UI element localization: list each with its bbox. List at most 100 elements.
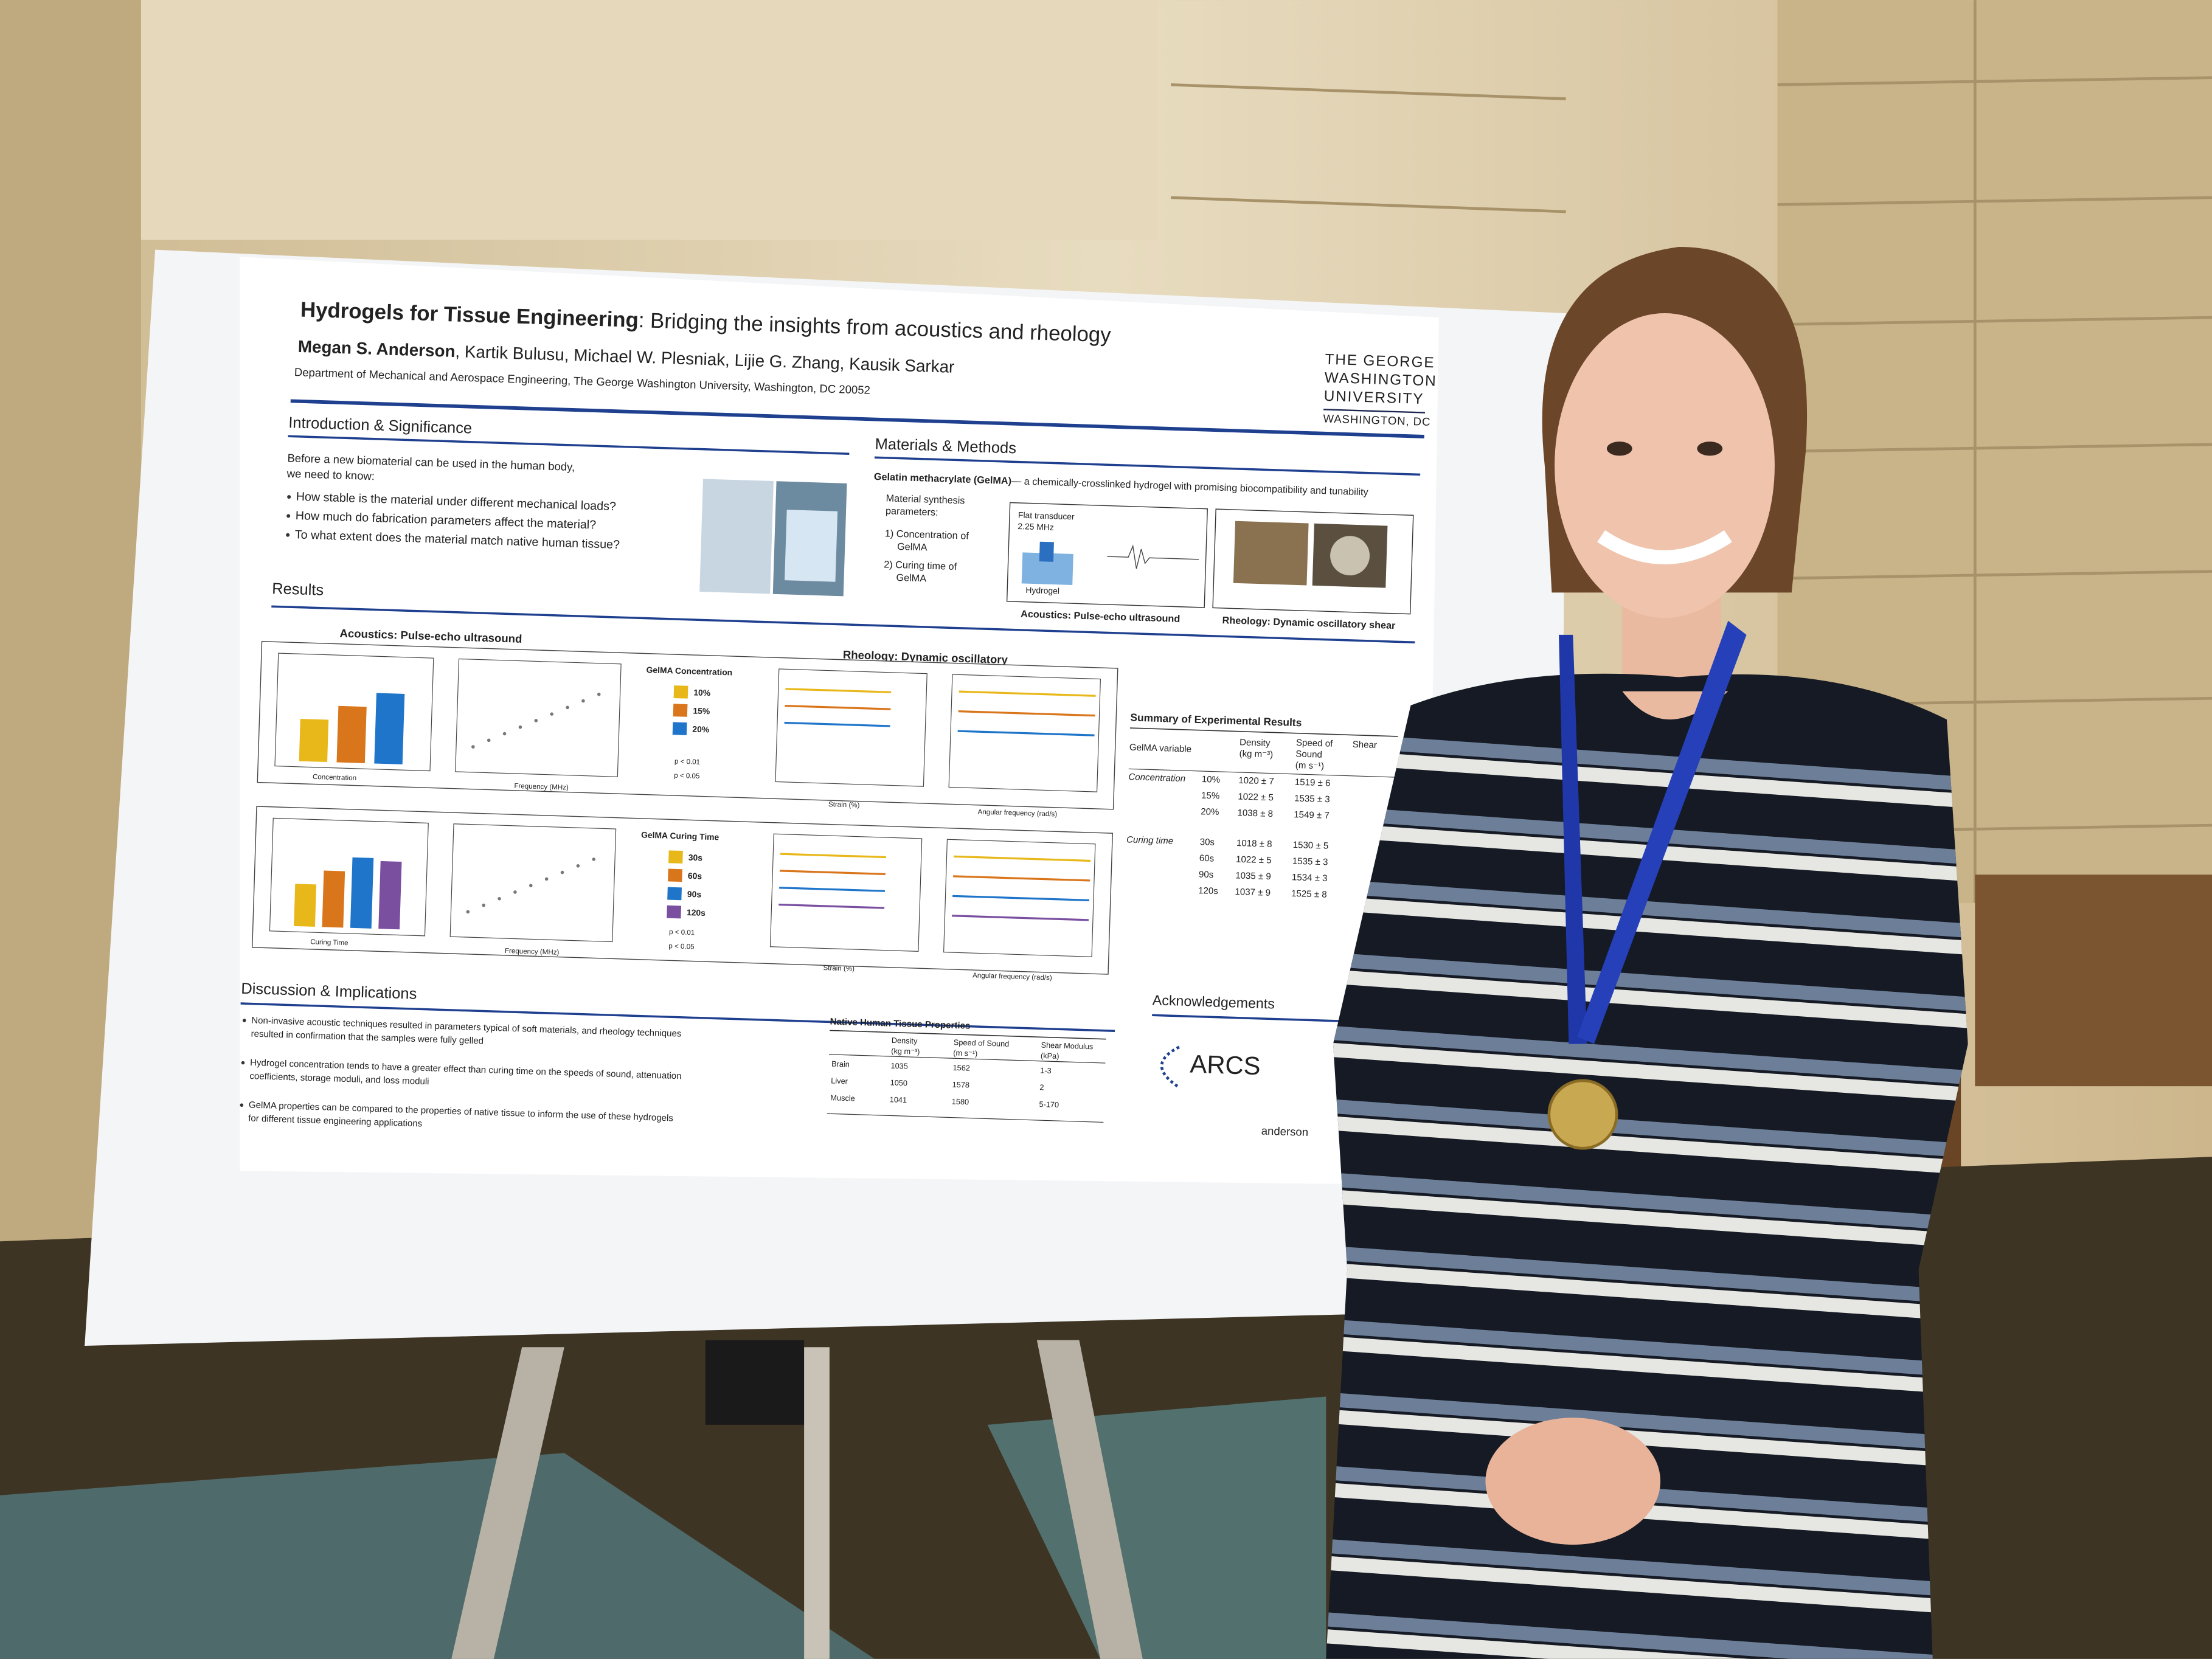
- medal: [1547, 1079, 1618, 1150]
- joint: [1777, 316, 2212, 326]
- easel-clamp: [705, 1340, 805, 1425]
- plot-point: [597, 692, 601, 696]
- methods-text: GelMA: [897, 541, 927, 553]
- curve: [779, 887, 886, 892]
- significance-label: p < 0.05: [674, 772, 700, 780]
- legend-swatch: [668, 850, 683, 864]
- arcs-logo: ARCS: [1190, 1050, 1261, 1081]
- plot-point: [487, 738, 491, 743]
- legend-label: 90s: [687, 889, 702, 899]
- stripe-white: [1326, 1554, 1968, 1616]
- plot-frame: [769, 833, 923, 952]
- table-cell: 90s: [1199, 869, 1214, 880]
- stone-joints: [1171, 0, 2212, 903]
- significance-label: p < 0.01: [674, 758, 701, 766]
- stripe-white: [1326, 895, 1968, 957]
- curve: [953, 875, 1090, 882]
- table-cell: 1580: [952, 1096, 969, 1106]
- bar: [294, 884, 317, 927]
- legend-title: GelMA Concentration: [646, 665, 732, 677]
- section-rule: [240, 1002, 1115, 1032]
- curve: [779, 870, 886, 875]
- table-cell: 15%: [1201, 791, 1220, 802]
- table-group: Curing time: [1126, 834, 1174, 846]
- axis-label: Angular frequency (rad/s): [973, 972, 1052, 982]
- stripe-white: [1326, 1041, 1968, 1103]
- bullet: [287, 495, 291, 499]
- plot-point: [498, 896, 501, 901]
- plot-point: [550, 712, 553, 716]
- logo-rule: [1323, 409, 1426, 414]
- axis-label: Frequency (MHz): [514, 783, 569, 792]
- curve: [952, 895, 1090, 902]
- table-header: Sound: [1295, 749, 1322, 760]
- table-cell: 1578: [952, 1080, 969, 1090]
- plot-point: [502, 732, 507, 736]
- table-cell: 1549 ± 7: [1294, 809, 1330, 821]
- bar: [336, 705, 367, 763]
- bar: [322, 870, 345, 928]
- plot-point: [544, 877, 549, 881]
- floor-tile: [0, 1453, 875, 1659]
- rheometer-photo: [1233, 521, 1309, 586]
- table-rule: [1129, 727, 1398, 737]
- easel-leg: [451, 1347, 564, 1659]
- methods-text: GelMA: [896, 572, 926, 584]
- stripe-white: [1326, 1261, 1968, 1323]
- table: [1975, 875, 2212, 1087]
- poster-content: Hydrogels for Tissue Engineering: Bridgi…: [240, 299, 1437, 1138]
- table-header: Density: [1239, 737, 1271, 749]
- figure-label: Flat transducer: [1018, 510, 1075, 521]
- legend-swatch: [672, 722, 687, 735]
- legend-swatch: [668, 868, 682, 882]
- table-group: Concentration: [1128, 772, 1185, 784]
- table-cell: 120s: [1198, 885, 1218, 896]
- figure-label: Hydrogel: [1025, 585, 1059, 596]
- table-cell: 1-3: [1040, 1065, 1052, 1075]
- plot-point: [482, 903, 485, 907]
- plot-point: [592, 857, 596, 861]
- curve: [785, 688, 892, 693]
- table-cell: 1535 ± 3: [1294, 793, 1330, 805]
- table-cell: 5-170: [1039, 1100, 1059, 1109]
- lanyard: [1559, 634, 1587, 1044]
- stripe-gray: [1326, 1391, 1968, 1453]
- logo-text: UNIVERSITY: [1323, 388, 1424, 407]
- arcs-swoosh: [1160, 1045, 1180, 1088]
- axis-label: Curing Time: [310, 938, 348, 947]
- easel-leg: [804, 1347, 830, 1659]
- waveform: [1107, 544, 1199, 569]
- section-heading: Results: [272, 580, 324, 599]
- methods-text: 1) Concentration of: [885, 528, 969, 541]
- bullet: [241, 1061, 245, 1065]
- figure-label: 2.25 MHz: [1018, 521, 1054, 532]
- plot-point: [581, 699, 585, 703]
- plot-point: [560, 870, 564, 875]
- table-header: GelMA variable: [1129, 742, 1192, 754]
- table-cell: 1037 ± 9: [1235, 887, 1271, 898]
- hands: [1485, 1418, 1661, 1545]
- table-header: (kPa): [1041, 1051, 1059, 1061]
- legend-label: 120s: [687, 907, 706, 918]
- eye: [1606, 442, 1632, 456]
- table-header: Speed of Sound: [954, 1037, 1010, 1048]
- table-cell: 2: [1039, 1082, 1044, 1092]
- table-header: Shear: [1352, 739, 1377, 750]
- table-cell: 1018 ± 8: [1236, 838, 1272, 850]
- table-cell: 1035: [890, 1061, 908, 1071]
- section-rule: [874, 456, 1421, 476]
- plot-point: [518, 725, 522, 729]
- table-cell: 60s: [1199, 853, 1215, 864]
- bar: [299, 719, 329, 763]
- stripe-white: [1326, 1408, 1968, 1470]
- curve: [957, 730, 1095, 736]
- header-rule: [290, 399, 1424, 438]
- methods-text: Material synthesis: [886, 493, 965, 506]
- joint: [1777, 443, 2212, 453]
- logo-text: THE GEORGE: [1325, 352, 1435, 372]
- table-cell: 1050: [890, 1078, 907, 1087]
- bar: [374, 693, 405, 764]
- stripe-gray: [1326, 878, 1968, 940]
- logo-text: WASHINGTON: [1324, 370, 1437, 390]
